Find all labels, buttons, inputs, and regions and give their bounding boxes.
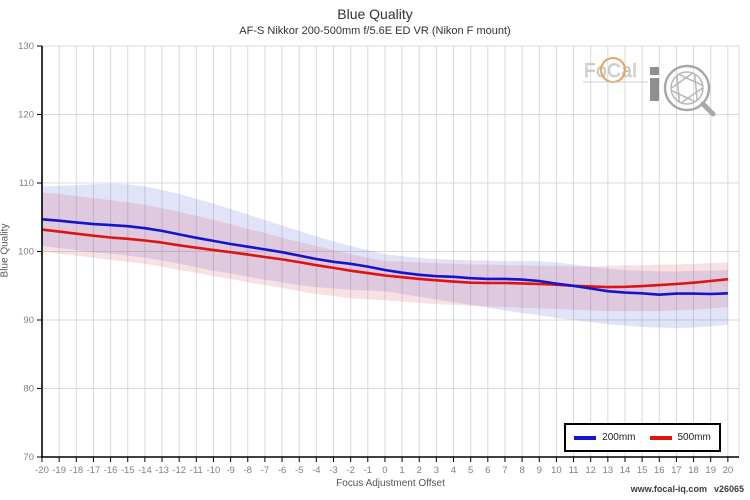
svg-text:-15: -15 [121,465,135,476]
svg-text:19: 19 [705,465,716,476]
legend-label-200mm: 200mm [602,432,636,443]
svg-text:2: 2 [417,465,422,476]
svg-text:110: 110 [19,178,34,189]
svg-text:7: 7 [502,465,507,476]
y-axis-title: Blue Quality [0,223,11,278]
svg-text:-11: -11 [190,465,203,476]
svg-text:-2: -2 [346,465,354,476]
svg-text:-12: -12 [172,465,186,476]
svg-text:-7: -7 [261,465,269,476]
footer-url[interactable]: www.focal-iq.com [630,484,707,494]
svg-text:-6: -6 [278,465,286,476]
svg-text:-1: -1 [364,465,372,476]
svg-text:11: 11 [569,465,579,476]
chart-subtitle: AF-S Nikkor 200-500mm f/5.6E ED VR (Niko… [239,25,511,37]
svg-text:16: 16 [654,465,665,476]
chart-title: Blue Quality [337,6,413,22]
legend: 200mm 500mm [564,423,721,452]
svg-text:80: 80 [23,384,34,395]
svg-text:-10: -10 [207,465,221,476]
svg-text:-8: -8 [244,465,252,476]
svg-text:100: 100 [18,247,34,258]
svg-text:8: 8 [519,465,524,476]
svg-text:-14: -14 [138,465,152,476]
footer-version: v26065 [713,484,744,494]
svg-text:15: 15 [637,465,648,476]
legend-item-500mm: 500mm [649,432,711,443]
svg-text:1: 1 [399,465,404,476]
svg-text:130: 130 [18,41,34,52]
svg-text:14: 14 [620,465,631,476]
svg-text:18: 18 [688,465,699,476]
svg-text:-17: -17 [87,465,101,476]
svg-text:12: 12 [585,465,596,476]
svg-text:-16: -16 [104,465,118,476]
svg-text:-9: -9 [226,465,234,476]
svg-text:10: 10 [551,465,562,476]
legend-item-200mm: 200mm [574,432,636,443]
svg-text:0: 0 [382,465,387,476]
svg-text:-20: -20 [35,465,49,476]
svg-text:-19: -19 [52,465,66,476]
svg-text:-4: -4 [312,465,320,476]
legend-swatch-500mm [649,435,672,440]
svg-text:90: 90 [23,315,34,326]
svg-text:6: 6 [485,465,490,476]
svg-text:-18: -18 [69,465,83,476]
svg-text:5: 5 [468,465,473,476]
footer-branding: www.focal-iq.com v26065 [624,484,744,494]
svg-text:17: 17 [671,465,682,476]
legend-swatch-200mm [574,435,597,440]
svg-text:120: 120 [18,110,34,121]
svg-text:4: 4 [451,465,456,476]
svg-text:13: 13 [603,465,614,476]
svg-text:3: 3 [434,465,439,476]
svg-text:-3: -3 [329,465,337,476]
svg-text:9: 9 [537,465,542,476]
svg-text:20: 20 [723,465,734,476]
svg-text:-13: -13 [155,465,169,476]
x-axis-title: Focus Adjustment Offset [336,478,445,489]
svg-text:70: 70 [23,452,34,463]
legend-label-500mm: 500mm [677,432,711,443]
svg-text:-5: -5 [295,465,303,476]
